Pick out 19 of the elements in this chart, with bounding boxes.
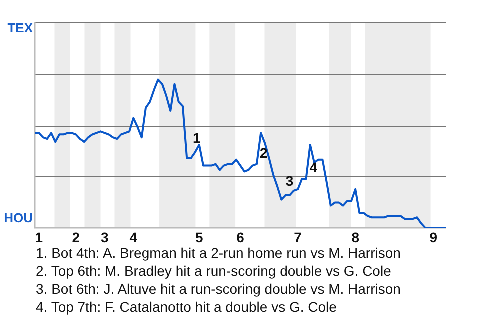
text: 2. Top 6th: M. Bradley hit a run-scoring double vs G. Cole bbox=[36, 262, 392, 280]
x-tick-label: 4 bbox=[130, 229, 138, 246]
text: TEX bbox=[8, 20, 34, 36]
x-tick-label: 2 bbox=[72, 229, 80, 246]
text: HOU bbox=[4, 210, 33, 226]
x-tick-label: 6 bbox=[236, 229, 245, 246]
x-tick-label: 5 bbox=[196, 229, 204, 246]
annotation: 4 bbox=[310, 160, 318, 176]
text: 1. Bot 4th: A. Bregman hit a 2-run home run vs M. Harrison bbox=[36, 244, 401, 262]
annotation: 1 bbox=[193, 130, 202, 146]
annotation: 2 bbox=[260, 144, 268, 161]
annotation: 3 bbox=[286, 172, 294, 189]
x-tick-label: 3 bbox=[100, 229, 109, 246]
x-tick-label: 9 bbox=[430, 229, 438, 246]
x-tick-label: 1 bbox=[35, 229, 44, 246]
x-tick-label: 8 bbox=[352, 229, 360, 246]
x-tick-label: 7 bbox=[294, 229, 302, 246]
text: 3. Bot 6th: J. Altuve hit a run-scoring double vs M. Harrison bbox=[36, 280, 401, 298]
text: 4. Top 7th: F. Catalanotto hit a double vs G. Cole bbox=[36, 298, 338, 316]
